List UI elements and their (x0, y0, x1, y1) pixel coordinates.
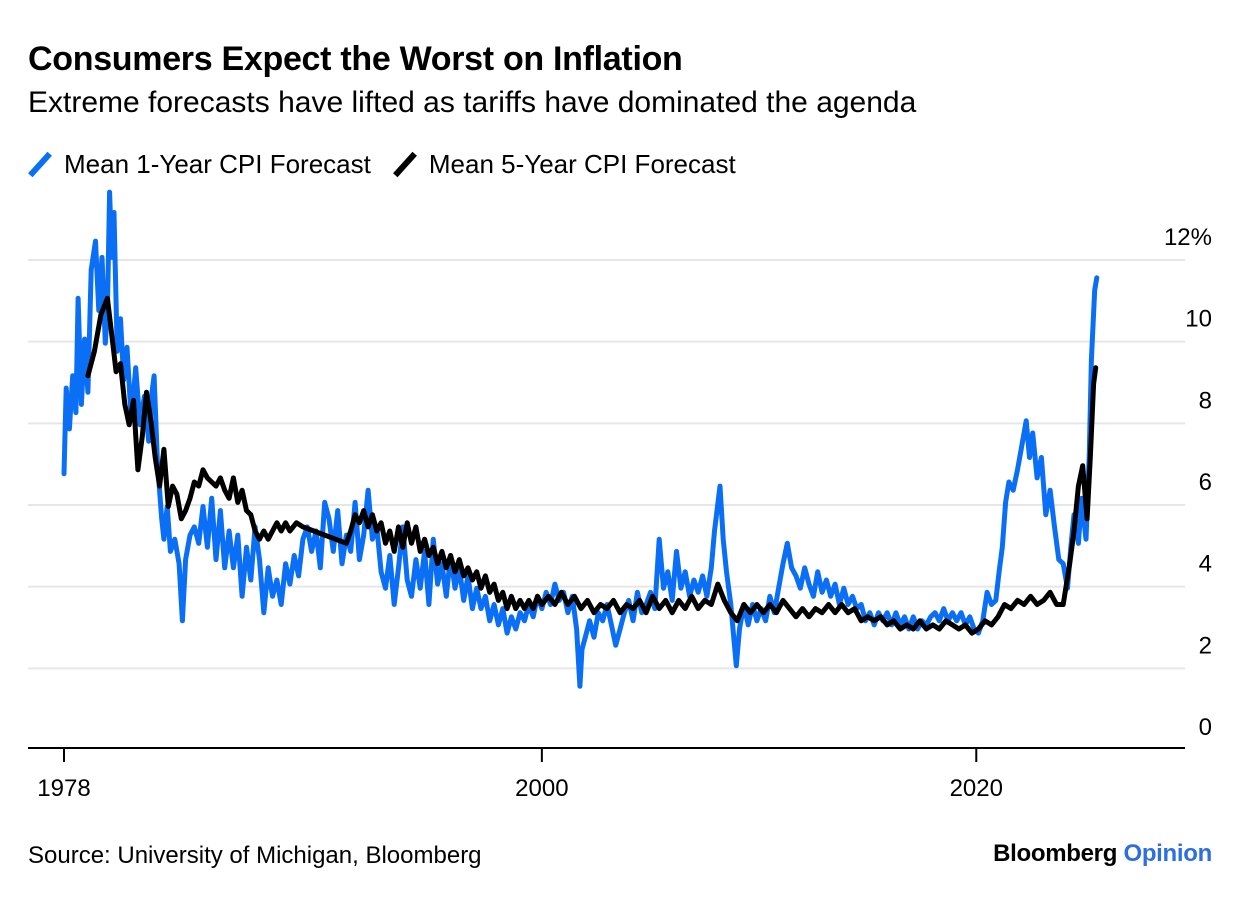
y-tick-label: 0 (1199, 714, 1212, 741)
y-axis-labels: 12% 10 8 6 4 2 0 (1164, 224, 1212, 741)
y-tick-label: 12% (1164, 224, 1212, 251)
source-note: Source: University of Michigan, Bloomber… (28, 842, 482, 869)
gridlines (28, 259, 1185, 670)
y-tick-label: 10 (1185, 306, 1212, 333)
legend-label-1yr: Mean 1-Year CPI Forecast (64, 148, 371, 179)
x-tick-label: 2020 (950, 775, 1003, 802)
legend: Mean 1-Year CPI Forecast Mean 5-Year CPI… (28, 146, 758, 182)
chart-title: Consumers Expect the Worst on Inflation (28, 40, 683, 78)
y-tick-label: 4 (1199, 551, 1212, 578)
x-axis: 1978 2000 2020 (28, 747, 1185, 802)
x-tick-label: 1978 (37, 775, 90, 802)
logo-main: Bloomberg (993, 840, 1118, 867)
x-tick-label: 2000 (515, 775, 568, 802)
y-tick-label: 2 (1199, 632, 1212, 659)
y-tick-label: 8 (1199, 387, 1212, 414)
series-lines (61, 189, 1100, 689)
legend-label-5yr: Mean 5-Year CPI Forecast (428, 148, 736, 179)
line-chart: 12% 10 8 6 4 2 0 1978 2000 2020 (28, 189, 1212, 802)
series-line-5yr (85, 295, 1099, 636)
series-line-1yr (61, 189, 1100, 689)
legend-item-1yr: Mean 1-Year CPI Forecast (28, 149, 371, 180)
legend-item-5yr: Mean 5-Year CPI Forecast (393, 149, 736, 180)
logo-sub: Opinion (1123, 840, 1212, 867)
y-tick-label: 6 (1199, 469, 1212, 496)
bloomberg-opinion-logo: Bloomberg Opinion (993, 840, 1212, 868)
chart-subtitle: Extreme forecasts have lifted as tariffs… (28, 86, 917, 119)
